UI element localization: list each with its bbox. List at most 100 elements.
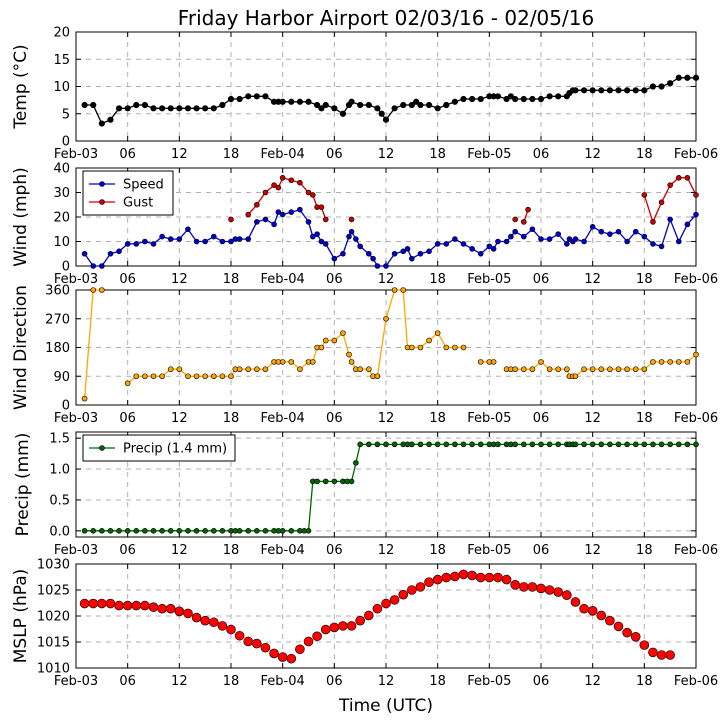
dir-data-point	[383, 315, 389, 322]
precip-data-point	[443, 441, 450, 448]
wind-data-point	[262, 216, 269, 223]
mslp-data-point	[544, 585, 555, 595]
dir-data-point	[340, 330, 346, 336]
wind-legend-box	[82, 170, 174, 216]
dir-data-point	[374, 373, 381, 380]
mslp-xtick-label: Feb-06	[674, 674, 718, 689]
mslp-data-point	[639, 640, 650, 650]
dir-data-point	[167, 366, 174, 373]
mslp-data-point	[570, 597, 581, 607]
wind-data-point	[322, 216, 329, 223]
wind-data-point	[383, 263, 389, 269]
wind-data-point	[632, 228, 639, 235]
precip-xtick-label: Feb-04	[261, 543, 305, 558]
dir-xtick-label: Feb-04	[261, 411, 305, 426]
wind-data-point	[564, 241, 570, 247]
wind-xtick-label: 18	[429, 272, 446, 287]
precip-data-point	[546, 441, 553, 448]
precip-data-point	[99, 528, 105, 534]
mslp-data-point	[174, 606, 185, 617]
dir-data-point	[460, 344, 467, 351]
wind-xtick-label: 06	[119, 272, 136, 287]
precip-legend-marker	[99, 445, 105, 451]
dir-data-point	[684, 359, 691, 365]
wind-data-point	[262, 189, 269, 196]
temp-data-point	[357, 101, 364, 109]
temp-xtick-label: 12	[378, 147, 395, 162]
mslp-xtick-label: Feb-04	[261, 674, 305, 689]
temp-xtick-label: Feb-05	[467, 147, 511, 162]
dir-data-point	[331, 337, 338, 344]
wind-ytick-label: 40	[53, 162, 70, 177]
mslp-data-point	[467, 570, 477, 581]
dir-data-point	[417, 344, 424, 351]
mslp-data-point	[79, 598, 90, 609]
mslp-data-point	[226, 624, 236, 635]
precip-data-point	[632, 441, 639, 448]
temp-xtick-label: 06	[533, 147, 550, 162]
precip-data-point	[116, 528, 122, 534]
dir-data-point	[581, 366, 587, 373]
wind-data-point	[477, 250, 484, 257]
precip-data-point	[81, 528, 88, 534]
temp-data-point	[219, 101, 226, 109]
wind-data-point	[400, 248, 407, 255]
wind-data-point	[310, 233, 316, 240]
temp-xtick-label: Feb-06	[674, 147, 718, 162]
temp-data-point	[176, 105, 183, 112]
wind-data-point	[348, 228, 355, 235]
precip-data-point	[581, 441, 587, 448]
mslp-data-point	[114, 600, 124, 611]
wind-ytick-label: 10	[53, 235, 70, 250]
precip-data-point	[236, 528, 243, 534]
wind-data-point	[503, 238, 510, 245]
mslp-data-point	[407, 585, 417, 595]
precip-data-point	[538, 441, 544, 448]
wind-data-point	[236, 236, 243, 242]
mslp-series-mslp	[79, 569, 675, 664]
temp-data-point	[555, 93, 562, 100]
temp-data-point	[477, 95, 484, 103]
mslp-data-point	[295, 644, 305, 655]
mslp-data-point	[458, 569, 469, 580]
wind-data-point	[150, 241, 157, 247]
dir-data-point	[124, 380, 131, 387]
temp-data-point	[443, 101, 450, 109]
wind-data-point	[370, 255, 376, 262]
wind-data-point	[495, 238, 501, 245]
mslp-data-point	[363, 610, 374, 621]
mslp-xtick-label: 18	[429, 674, 446, 689]
precip-xtick-label: Feb-06	[674, 543, 718, 558]
temp-data-point	[537, 95, 545, 103]
wind-data-point	[650, 241, 656, 247]
dir-data-point	[693, 351, 699, 358]
precip-legend-label: Precip (1.4 mm)	[123, 442, 227, 457]
dir-data-point	[477, 359, 484, 365]
temp-xtick-label: 06	[119, 147, 136, 162]
precip-data-point	[495, 441, 501, 448]
precip-data-point	[374, 441, 381, 448]
wind-xtick-label: 18	[223, 272, 240, 287]
precip-data-point	[202, 528, 208, 534]
wind-data-point	[684, 221, 691, 228]
precip-data-point	[572, 441, 579, 448]
dir-data-point	[520, 366, 527, 373]
wind-data-point	[365, 250, 372, 257]
panel-dir: 0 90 180 270 360 Feb-03 06 12 18 Feb-04 06 12 18 Feb-…	[11, 284, 718, 427]
mslp-xtick-label: 12	[378, 674, 395, 689]
dir-data-point	[297, 366, 303, 373]
wind-data-point	[581, 238, 587, 245]
dir-data-point	[150, 373, 157, 380]
precip-data-point	[305, 528, 312, 534]
dir-data-point	[391, 287, 398, 293]
wind-data-point	[90, 263, 97, 269]
mslp-data-point	[312, 631, 322, 642]
wind-legend-marker	[99, 181, 105, 187]
mslp-xtick-label: 06	[326, 674, 343, 689]
wind-data-point	[508, 233, 514, 240]
wind-xtick-label: Feb-03	[54, 272, 98, 287]
wind-data-point	[520, 219, 527, 225]
mslp-data-point	[630, 631, 641, 642]
wind-data-point	[555, 231, 562, 237]
wind-data-point	[275, 209, 282, 215]
